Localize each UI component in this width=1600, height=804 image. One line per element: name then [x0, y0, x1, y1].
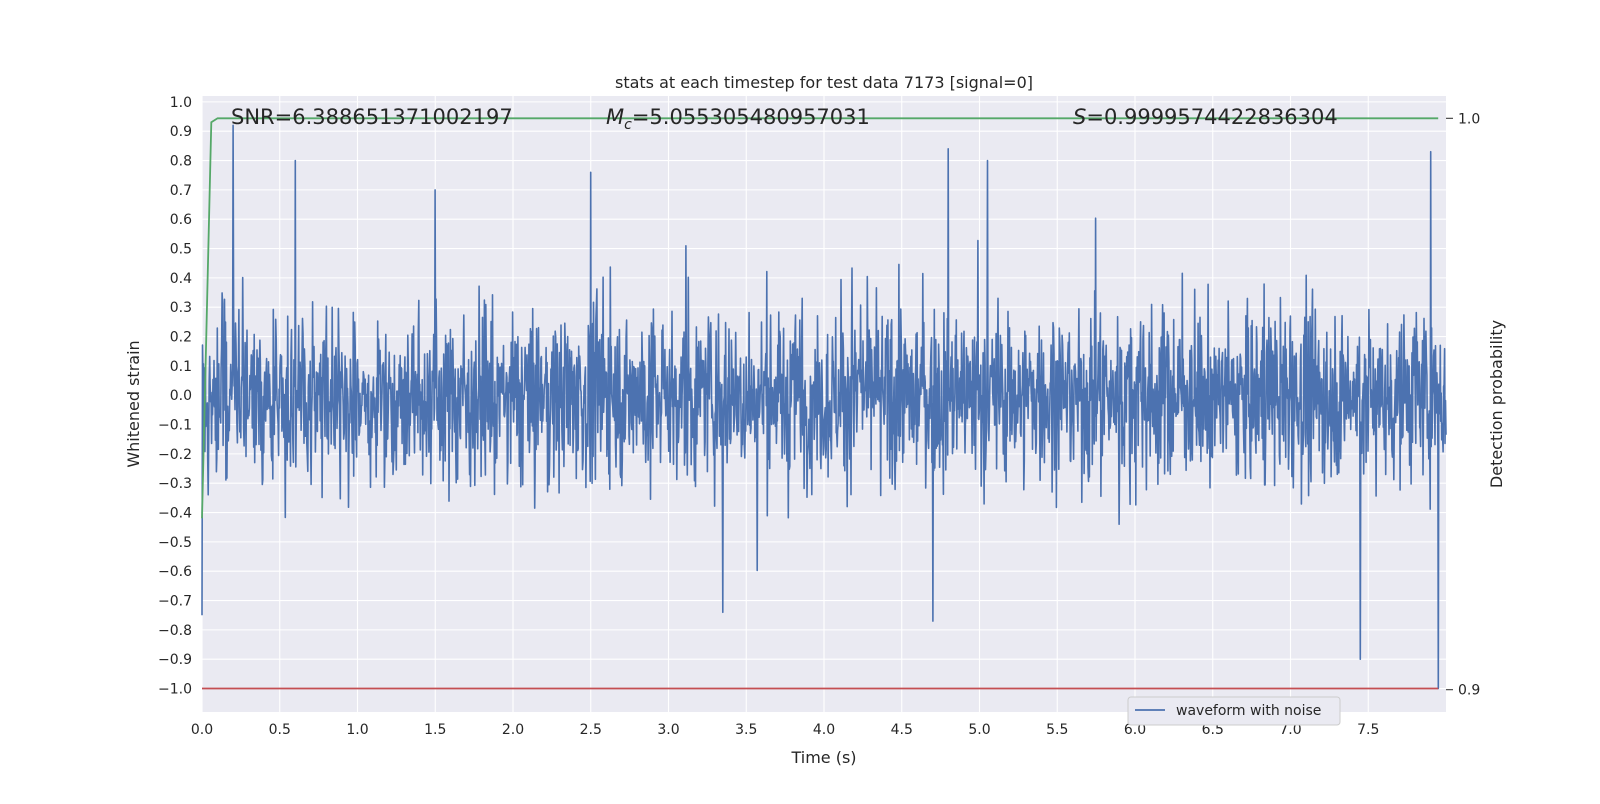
y-tick-label: −0.5: [158, 535, 192, 551]
y-tick-label: −0.7: [158, 594, 192, 610]
waveform-line: [201, 124, 1447, 690]
x-tick-label: 0.5: [269, 722, 291, 738]
y2-tick-label: 1.0: [1458, 111, 1480, 127]
y-tick-label: −1.0: [158, 682, 192, 698]
y2-tick-label: 0.9: [1458, 683, 1480, 699]
chirp-mass-value: =5.055305480957031: [632, 105, 870, 129]
x-tick-label: 4.0: [813, 722, 835, 738]
y-tick-label: −0.2: [158, 447, 192, 463]
y-tick-label: −0.1: [158, 418, 192, 434]
y-tick-label: −0.3: [158, 476, 192, 492]
y-tick-label: 0.2: [170, 330, 192, 346]
legend-label-waveform: waveform with noise: [1176, 703, 1321, 719]
s-value: =0.9999574422836304: [1086, 105, 1337, 129]
x-tick-label: 0.0: [191, 722, 213, 738]
s-annotation: S=0.9999574422836304: [1073, 105, 1338, 129]
y-tick-label: 0.8: [170, 154, 192, 170]
y-tick-label: −0.4: [158, 506, 192, 522]
x-tick-label: 3.0: [657, 722, 679, 738]
legend: waveform with noise: [1127, 696, 1341, 726]
detection-probability-line: [201, 117, 1439, 519]
y-tick-label: −0.6: [158, 564, 192, 580]
y-axis-label: Whitened strain: [124, 340, 143, 467]
x-tick-label: 5.0: [968, 722, 990, 738]
y-tick-label: 0.6: [170, 212, 192, 228]
y-tick-label: 1.0: [170, 95, 192, 111]
chirp-mass-symbol: M: [606, 105, 624, 129]
x-tick-label: 1.0: [346, 722, 368, 738]
x-tick-label: 2.5: [580, 722, 602, 738]
x-tick-label: 5.5: [1046, 722, 1068, 738]
legend-box: [1127, 696, 1341, 726]
x-axis-label: Time (s): [790, 748, 856, 767]
s-symbol: S: [1073, 105, 1086, 129]
x-tick-label: 2.0: [502, 722, 524, 738]
chirp-mass-annotation: Mc=5.055305480957031: [606, 105, 870, 133]
x-tick-label: 6.5: [1202, 722, 1224, 738]
x-tick-label: 7.5: [1357, 722, 1379, 738]
x-tick-label: 1.5: [424, 722, 446, 738]
chirp-mass-subscript: c: [624, 117, 632, 133]
y-tick-label: 0.1: [170, 359, 192, 375]
series-layer: [201, 117, 1447, 690]
y-tick-label: 0.0: [170, 388, 192, 404]
x-tick-label: 4.5: [891, 722, 913, 738]
x-tick-label: 3.5: [735, 722, 757, 738]
chart-title: stats at each timestep for test data 717…: [615, 73, 1033, 92]
y-tick-label: −0.8: [158, 623, 192, 639]
y2-axis-label: Detection probability: [1487, 320, 1506, 488]
y-tick-label: 0.7: [170, 183, 192, 199]
y-tick-label: −0.9: [158, 652, 192, 668]
y-tick-label: 0.9: [170, 124, 192, 140]
y-tick-label: 0.4: [170, 271, 192, 287]
x-tick-label: 6.0: [1124, 722, 1146, 738]
y-tick-label: 0.5: [170, 242, 192, 258]
x-tick-label: 7.0: [1279, 722, 1301, 738]
y-tick-label: 0.3: [170, 300, 192, 316]
snr-annotation: SNR=6.388651371002197: [231, 105, 513, 129]
ticks-layer: 0.0 0.5 1.0 1.5 2.0 2.5 3.0 3.5 4.0 4.5 5.0 5.5 6.0 6…: [158, 95, 1480, 738]
